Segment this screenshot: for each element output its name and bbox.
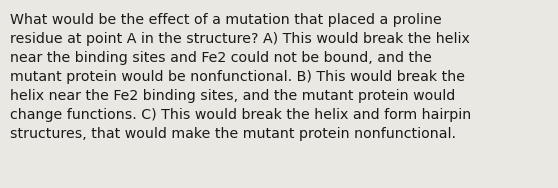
- Text: What would be the effect of a mutation that placed a proline
residue at point A : What would be the effect of a mutation t…: [10, 13, 472, 141]
